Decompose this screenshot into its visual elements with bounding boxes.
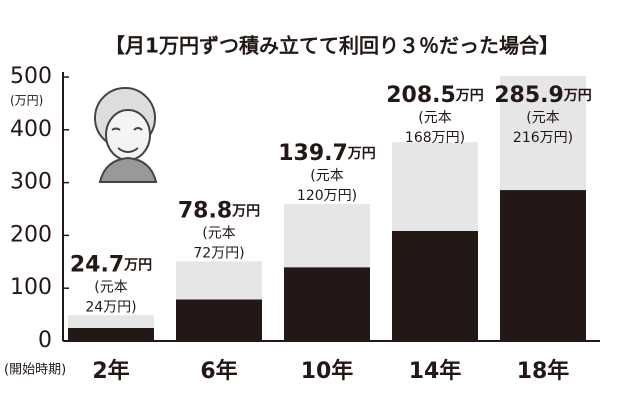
value-unit: 万円	[563, 88, 592, 104]
value-label: 78.8万円	[178, 198, 260, 223]
principal-label: (元本	[526, 110, 559, 126]
y-tick-label: 500	[10, 64, 52, 89]
chart-title: 【月1万円ずつ積み立てて利回り３％だった場合】	[105, 34, 559, 58]
x-tick-label: 6年	[200, 358, 237, 384]
value-number: 285.9	[494, 83, 564, 108]
x-tick-label: 2年	[92, 358, 129, 384]
illustration	[94, 87, 158, 183]
principal-label: 72万円)	[193, 245, 244, 261]
x-tick-label: 18年	[517, 358, 570, 384]
value-unit: 万円	[231, 203, 260, 219]
bar	[284, 203, 370, 268]
x-tick-label: 10年	[301, 358, 354, 384]
bar	[176, 261, 262, 300]
value-number: 78.8	[178, 198, 232, 223]
principal-label: (元本	[202, 225, 235, 241]
bar	[500, 75, 586, 191]
principal-label: 216万円)	[513, 130, 573, 146]
bar	[68, 327, 154, 341]
x-label: (開始時期)	[4, 363, 66, 378]
principal-label: 120万円)	[297, 188, 357, 204]
bar	[392, 230, 478, 341]
y-tick-label: 400	[10, 117, 52, 142]
value-label: 208.5万円	[386, 83, 484, 108]
principal-label: (元本	[418, 110, 451, 126]
value-unit: 万円	[455, 88, 484, 104]
bar	[176, 299, 262, 341]
value-label: 139.7万円	[278, 141, 376, 166]
value-label: 285.9万円	[494, 83, 592, 108]
y-tick-label: 100	[10, 275, 52, 300]
bar	[392, 142, 478, 231]
value-number: 24.7	[70, 252, 124, 277]
bar	[284, 267, 370, 341]
bar	[500, 190, 586, 341]
value-unit: 万円	[123, 257, 152, 273]
principal-label: (元本	[310, 168, 343, 184]
principal-label: 168万円)	[405, 130, 465, 146]
value-unit: 万円	[347, 146, 376, 162]
bar	[68, 315, 154, 328]
x-tick-label: 14年	[409, 358, 462, 384]
principal-label: (元本	[94, 279, 127, 295]
principal-label: 24万円)	[85, 299, 136, 315]
y-tick-label: 300	[10, 170, 52, 195]
value-number: 139.7	[278, 141, 348, 166]
y-tick-label: 200	[10, 222, 52, 247]
y-tick-label: 0	[38, 328, 52, 353]
value-number: 208.5	[386, 83, 456, 108]
value-label: 24.7万円	[70, 252, 152, 277]
y-unit: (万円)	[10, 94, 43, 108]
